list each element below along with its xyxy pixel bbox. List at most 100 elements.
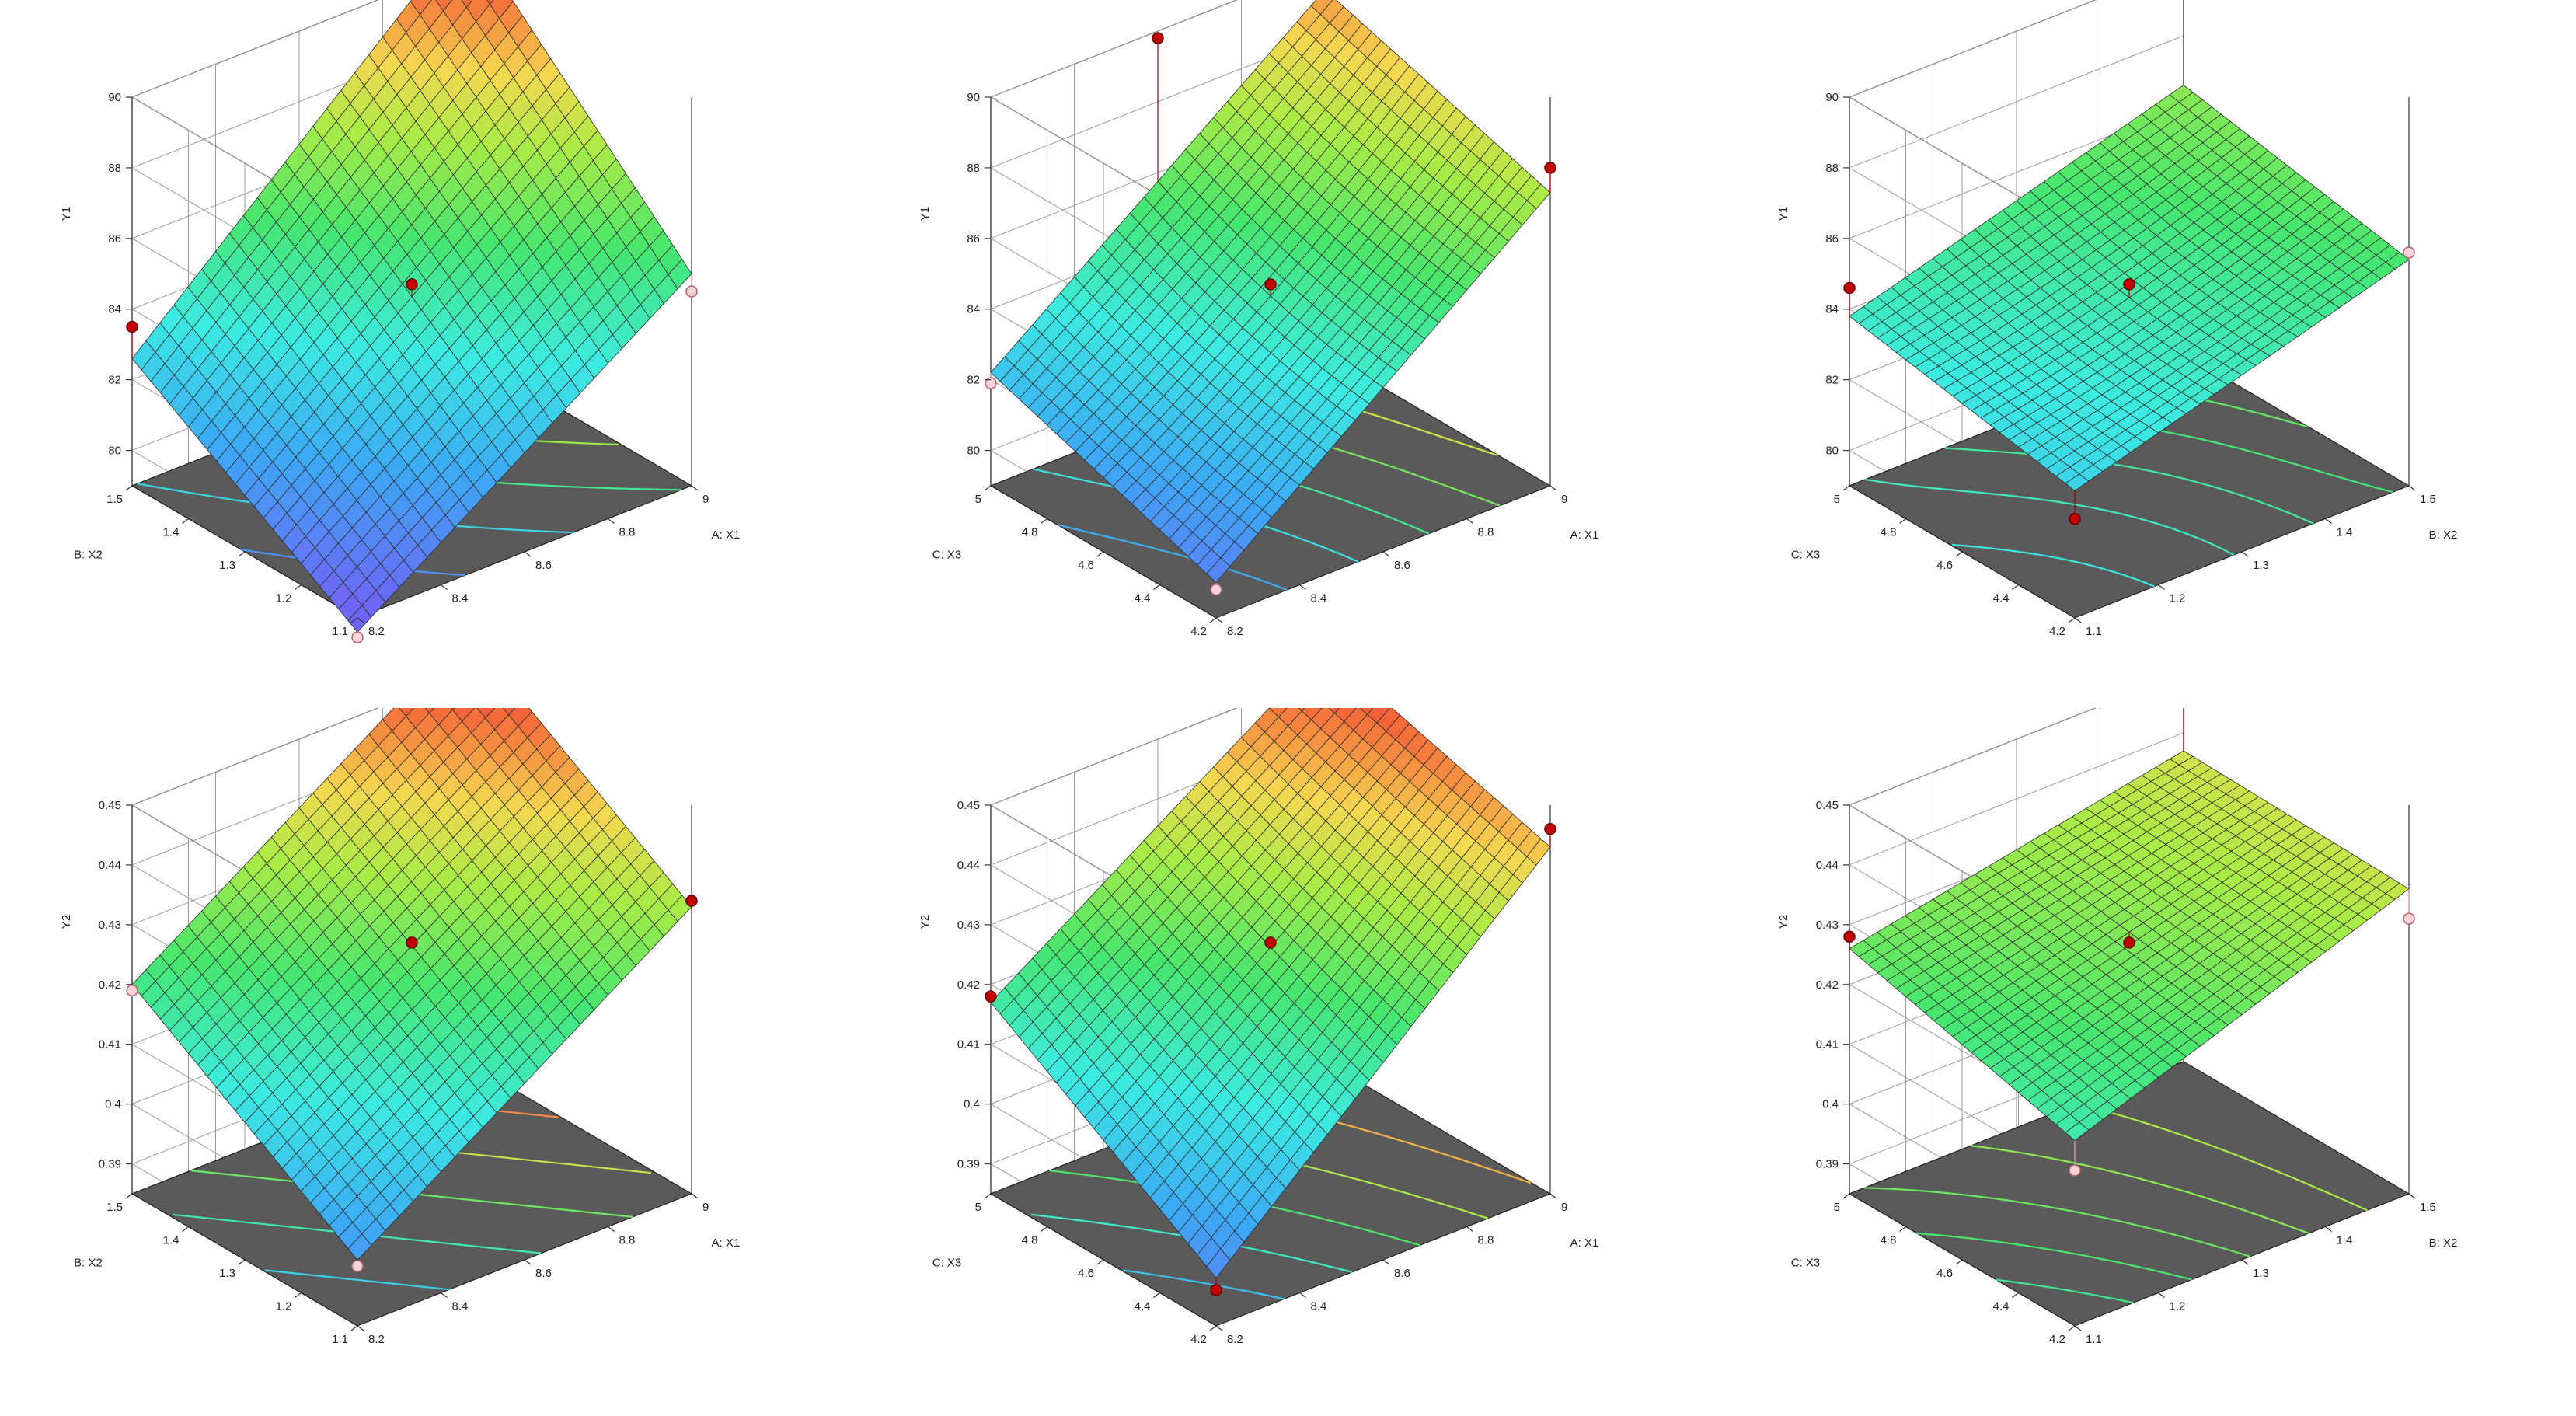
contour-line <box>1944 447 2314 525</box>
axes: 0.39 0.4 0.41 0.42 0.43 0.44 0.45 Y2 1.1 1.2 1.3 1.… <box>1777 799 2457 1346</box>
surface-patch <box>1328 708 1340 714</box>
design-point <box>351 631 364 643</box>
contour-line <box>1996 1278 2134 1304</box>
x-tick <box>691 485 699 491</box>
response-surface <box>131 0 692 633</box>
x-tick-label: 1.3 <box>2253 559 2269 572</box>
y-tick <box>125 1193 133 1199</box>
y-tick-label: 1.1 <box>332 625 348 638</box>
x-tick-label: 1.2 <box>2170 1300 2186 1313</box>
x-tick-label: 8.2 <box>368 1333 385 1346</box>
y-axis-label: B: X2 <box>74 549 103 562</box>
y-tick <box>984 485 992 491</box>
y-tick-label: 4.8 <box>1881 526 1897 539</box>
x-tick <box>608 1226 615 1232</box>
y-tick-label: 1.4 <box>163 1234 180 1247</box>
y-tick-label: 1.5 <box>106 493 123 506</box>
surface-patch <box>502 708 516 716</box>
x-tick <box>2325 518 2332 524</box>
y-tick <box>1153 584 1160 590</box>
x-tick <box>2408 485 2416 491</box>
y-tick <box>1153 1292 1160 1298</box>
x-tick <box>1299 584 1306 590</box>
z-axis-label: Y2 <box>1777 915 1790 929</box>
y-tick <box>1096 1259 1104 1265</box>
x-tick <box>2158 584 2165 590</box>
axes: 80 82 84 86 88 90 Y1 8.2 8.4 8.6 8.8 9 A: X1 1.1 1.2 1.… <box>60 91 740 638</box>
z-tick-label: 0.41 <box>957 1038 980 1052</box>
y-tick-label: 4.2 <box>2049 1333 2065 1346</box>
x-tick <box>357 617 364 623</box>
x-tick-label: 1.4 <box>2337 526 2353 539</box>
design-point <box>985 377 997 389</box>
design-point <box>2403 912 2415 925</box>
x-tick <box>2241 1259 2249 1265</box>
y-tick <box>1096 551 1104 557</box>
design-point <box>1843 281 1856 295</box>
y-tick <box>1899 1226 1906 1232</box>
x-tick <box>2408 1193 2416 1199</box>
surface-panel-y1-x1-x3: 80 82 84 86 88 90 Y1 8.2 8.4 8.6 8.8 9 A: X1 4.2 4.4 4.… <box>859 0 1717 708</box>
x-tick-label: 9 <box>702 1201 709 1214</box>
z-tick-label: 0.45 <box>99 799 121 812</box>
surface-panel-y1-x1-x2: 80 82 84 86 88 90 Y1 8.2 8.4 8.6 8.8 9 A: X1 1.1 1.2 1.… <box>0 0 859 708</box>
x-tick-label: 8.6 <box>535 1267 552 1280</box>
x-tick <box>2074 617 2082 623</box>
z-tick-label: 0.39 <box>1816 1158 1839 1171</box>
x-tick <box>524 551 532 557</box>
y-tick <box>1209 617 1217 623</box>
x-tick-label: 8.4 <box>452 1300 469 1313</box>
x-tick <box>608 518 615 524</box>
y-tick-label: 1.1 <box>332 1333 348 1346</box>
contour-line <box>1971 1145 2309 1235</box>
x-tick-label: 1.1 <box>2086 1333 2102 1346</box>
design-points <box>985 823 1556 1296</box>
x-tick <box>441 584 448 590</box>
contour-line <box>1058 524 1288 591</box>
design-points <box>1843 708 2415 1177</box>
surface-plot-y1-x1-x2: 80 82 84 86 88 90 Y1 8.2 8.4 8.6 8.8 9 A: X1 1.1 1.2 1.… <box>60 0 740 643</box>
design-point <box>1843 930 1856 943</box>
response-surface <box>990 708 1551 1279</box>
design-point <box>2403 246 2415 259</box>
x-tick-label: 8.6 <box>535 559 552 572</box>
y-tick <box>1899 518 1906 524</box>
z-tick-label: 0.4 <box>1822 1098 1839 1111</box>
x-tick-label: 8.4 <box>1311 1300 1327 1313</box>
y-tick <box>350 1325 358 1331</box>
x-tick-label: 9 <box>702 493 709 506</box>
z-tick-label: 0.4 <box>105 1098 121 1111</box>
z-tick-label: 90 <box>1825 91 1839 104</box>
y-tick-label: 4.2 <box>2049 625 2065 638</box>
surface-patch <box>347 1233 372 1261</box>
z-tick-label: 0.42 <box>1816 978 1839 992</box>
surface-panel-y2-x1-x2: 0.39 0.4 0.41 0.42 0.43 0.44 0.45 Y2 8.2 8.4 8.6 8.… <box>0 708 859 1416</box>
x-tick <box>2158 1292 2165 1298</box>
x-tick <box>1299 1292 1306 1298</box>
z-tick-label: 0.45 <box>957 799 980 812</box>
x-tick-label: 8.6 <box>1394 1267 1410 1280</box>
design-point <box>1544 162 1556 174</box>
y-tick-label: 5 <box>1834 1201 1840 1214</box>
y-axis-label: C: X3 <box>1791 1257 1821 1270</box>
design-point <box>351 1260 364 1272</box>
z-tick-label: 0.41 <box>99 1038 121 1052</box>
z-axis-label: Y2 <box>60 915 73 929</box>
surface-panel-y1-x2-x3: 80 82 84 86 88 90 Y1 1.1 1.2 1.3 1.4 1.5 B: X2 4.2 4.4… <box>1717 0 2576 708</box>
response-surface <box>990 0 1551 584</box>
y-tick <box>238 1259 246 1265</box>
x-tick-label: 8.6 <box>1394 559 1410 572</box>
x-tick <box>524 1259 532 1265</box>
contour-line <box>1952 543 2155 588</box>
x-axis-label: A: X1 <box>712 528 741 542</box>
z-tick-label: 0.39 <box>99 1158 121 1171</box>
y-tick <box>238 551 246 557</box>
z-tick-label: 0.44 <box>99 859 121 872</box>
design-points <box>126 274 698 643</box>
x-axis-label: B: X2 <box>2429 1236 2458 1250</box>
x-tick <box>1466 518 1473 524</box>
design-point <box>1210 583 1222 596</box>
y-tick-label: 4.4 <box>1993 592 2010 605</box>
design-point <box>406 278 418 291</box>
design-point <box>2069 512 2081 525</box>
